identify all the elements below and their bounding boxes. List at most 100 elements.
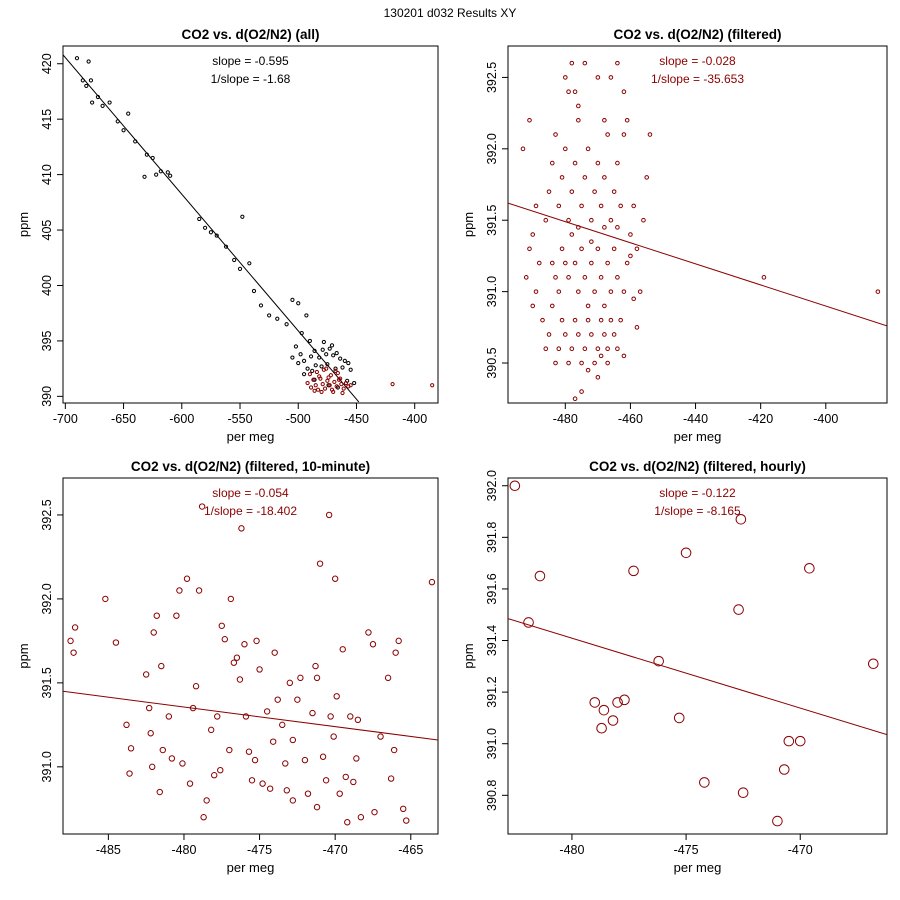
y-tick-label: 390.5 — [485, 347, 499, 378]
data-point — [304, 790, 312, 797]
data-point — [267, 313, 272, 318]
data-point — [628, 565, 639, 577]
data-point — [317, 355, 322, 360]
y-axis-label: ppm — [16, 643, 31, 668]
data-point — [179, 760, 186, 767]
data-point — [251, 288, 257, 294]
data-point — [90, 100, 95, 105]
x-tick-label: -700 — [53, 412, 78, 426]
data-point — [307, 372, 312, 377]
data-point — [331, 575, 339, 582]
x-tick-label: -550 — [228, 412, 253, 426]
data-point — [168, 755, 176, 762]
data-point — [203, 797, 210, 804]
data-point — [313, 803, 321, 811]
x-tick-label: -475 — [674, 843, 699, 857]
data-point — [592, 289, 597, 294]
y-tick-label: 391.5 — [485, 205, 499, 236]
data-point — [344, 819, 351, 826]
data-point — [301, 358, 307, 363]
data-point — [794, 735, 806, 747]
data-point — [327, 346, 332, 351]
regression-line — [63, 690, 438, 741]
slope-annotation: slope = -0.595 — [212, 54, 289, 68]
data-point — [269, 738, 277, 745]
data-point — [317, 374, 322, 379]
data-point — [332, 379, 337, 385]
data-point — [324, 366, 329, 371]
data-point — [563, 332, 568, 337]
data-point — [297, 674, 304, 682]
data-point — [328, 373, 333, 378]
x-axis-label: per meg — [227, 429, 275, 444]
data-point — [523, 275, 529, 280]
data-point — [305, 366, 310, 371]
data-point — [563, 260, 568, 266]
data-point — [579, 246, 584, 252]
data-point — [309, 709, 316, 717]
data-point — [319, 389, 324, 395]
x-tick-label: -480 — [171, 843, 196, 857]
y-tick-label: 410 — [40, 164, 54, 185]
data-point — [214, 233, 219, 238]
data-point — [208, 230, 214, 235]
data-point — [596, 722, 607, 734]
y-tick-label: 415 — [40, 109, 54, 130]
data-point — [572, 260, 578, 266]
data-point — [549, 303, 555, 309]
data-point — [530, 232, 536, 237]
data-point — [308, 385, 314, 390]
series-all — [74, 56, 357, 390]
data-point — [242, 713, 250, 720]
regression-line — [63, 54, 360, 403]
data-point — [71, 624, 79, 631]
data-point — [618, 317, 623, 323]
y-tick-label: 391.4 — [485, 625, 499, 656]
data-point — [319, 753, 327, 760]
data-point — [311, 377, 316, 382]
data-point — [147, 730, 154, 737]
y-tick-label: 392.0 — [485, 133, 499, 164]
data-point — [527, 117, 532, 123]
x-tick-label: -650 — [111, 412, 136, 426]
data-point — [621, 289, 627, 294]
inverse-slope-annotation: 1/slope = -18.402 — [204, 504, 297, 518]
data-point — [348, 367, 353, 372]
data-point — [86, 59, 91, 64]
data-point — [392, 649, 399, 656]
data-point — [322, 386, 328, 391]
data-point — [313, 383, 318, 388]
data-point — [298, 352, 303, 357]
y-tick-label: 391.0 — [485, 728, 499, 759]
data-point — [115, 119, 120, 124]
y-axis-label: ppm — [16, 212, 31, 237]
data-point — [218, 622, 225, 629]
data-point — [536, 260, 542, 266]
x-tick-label: -470 — [323, 843, 348, 857]
data-point — [549, 160, 555, 166]
data-point — [338, 376, 343, 381]
data-point — [126, 770, 133, 777]
data-point — [343, 380, 349, 386]
data-point — [607, 715, 619, 726]
data-point — [783, 735, 795, 747]
data-point — [566, 360, 571, 366]
data-point — [628, 232, 633, 237]
data-point — [611, 189, 617, 194]
data-point — [395, 637, 402, 645]
data-point — [339, 382, 344, 387]
data-point — [608, 217, 614, 223]
data-point — [390, 746, 398, 754]
data-point — [579, 203, 584, 209]
data-point — [598, 275, 604, 280]
data-point — [325, 362, 330, 367]
data-point — [245, 748, 253, 755]
data-point — [305, 380, 310, 386]
data-point — [387, 775, 395, 782]
data-point — [333, 368, 338, 373]
data-point — [296, 360, 301, 366]
data-point — [559, 175, 565, 180]
series-filtered-hourly — [509, 480, 879, 827]
y-tick-label: 392.5 — [485, 62, 499, 93]
data-point — [315, 387, 321, 392]
